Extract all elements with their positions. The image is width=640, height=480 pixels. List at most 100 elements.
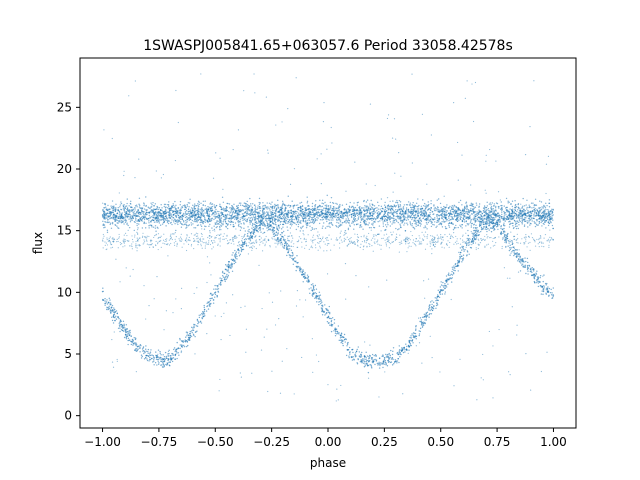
data-point xyxy=(380,230,382,232)
data-point xyxy=(425,212,427,214)
data-point xyxy=(148,207,150,209)
data-point xyxy=(501,213,503,216)
data-point xyxy=(434,243,437,245)
data-point xyxy=(143,236,146,238)
data-point xyxy=(512,227,515,230)
data-point xyxy=(356,219,358,222)
data-point xyxy=(345,238,347,240)
data-point xyxy=(437,238,439,240)
data-point xyxy=(430,222,433,224)
data-point xyxy=(226,234,228,236)
data-point xyxy=(180,207,182,209)
data-point xyxy=(502,218,505,220)
data-point xyxy=(298,212,300,214)
data-point xyxy=(333,210,335,212)
data-point xyxy=(391,213,393,215)
data-point xyxy=(113,213,115,215)
data-point xyxy=(150,244,152,246)
data-point xyxy=(246,209,248,212)
data-point xyxy=(403,204,406,206)
data-point xyxy=(318,215,321,217)
data-point xyxy=(457,207,460,209)
data-point xyxy=(370,226,372,229)
data-point xyxy=(287,235,289,238)
data-point xyxy=(258,211,260,214)
data-point xyxy=(444,226,447,228)
data-point xyxy=(173,233,175,235)
data-point xyxy=(157,214,159,217)
data-point xyxy=(399,223,401,225)
data-point xyxy=(217,216,219,219)
data-point xyxy=(284,210,286,212)
data-point xyxy=(109,217,112,219)
data-point xyxy=(423,214,426,217)
data-point xyxy=(215,226,217,229)
data-point xyxy=(509,217,511,220)
data-point xyxy=(349,241,351,243)
data-point xyxy=(176,245,178,247)
data-point xyxy=(356,214,359,217)
data-point xyxy=(388,212,391,214)
data-point xyxy=(465,202,467,204)
data-point xyxy=(445,217,447,219)
data-point xyxy=(217,244,219,246)
data-point xyxy=(417,210,420,212)
data-point xyxy=(244,206,247,208)
data-point xyxy=(429,216,431,218)
data-point xyxy=(525,204,527,206)
data-point xyxy=(183,212,185,215)
data-point xyxy=(278,216,281,219)
data-point xyxy=(519,208,521,210)
data-point xyxy=(236,208,238,210)
data-point xyxy=(530,211,532,213)
data-point xyxy=(387,204,390,206)
data-point xyxy=(142,212,144,215)
data-point xyxy=(157,233,160,235)
data-point xyxy=(144,227,147,229)
data-point xyxy=(450,210,452,213)
data-point xyxy=(357,213,360,215)
data-point xyxy=(325,218,327,221)
data-point xyxy=(469,238,472,240)
data-point xyxy=(163,203,166,206)
data-point xyxy=(437,198,440,200)
data-point xyxy=(270,203,272,205)
data-point xyxy=(279,223,282,226)
data-point xyxy=(441,246,443,248)
data-point xyxy=(429,209,432,211)
data-point xyxy=(294,211,296,213)
data-point xyxy=(120,202,123,205)
data-point xyxy=(194,203,196,205)
data-point xyxy=(524,220,526,222)
data-point xyxy=(292,245,294,248)
data-point xyxy=(254,219,257,221)
data-point xyxy=(440,214,442,216)
data-point xyxy=(203,228,206,230)
data-point xyxy=(116,241,118,243)
data-point xyxy=(145,209,147,211)
data-point xyxy=(360,218,363,220)
data-point xyxy=(290,221,292,223)
data-point xyxy=(177,223,179,226)
data-point xyxy=(145,210,147,212)
data-point xyxy=(139,204,141,207)
data-point xyxy=(209,220,212,222)
data-point xyxy=(143,218,146,221)
data-point xyxy=(247,208,249,210)
data-point xyxy=(369,203,371,205)
data-point xyxy=(230,210,232,212)
data-point xyxy=(269,217,272,220)
data-point xyxy=(395,215,397,218)
data-point xyxy=(396,215,399,217)
data-point xyxy=(257,222,259,224)
data-point xyxy=(323,212,325,215)
data-point xyxy=(178,209,180,212)
data-point xyxy=(421,231,423,233)
data-point xyxy=(291,240,293,242)
data-point xyxy=(399,203,401,206)
data-point xyxy=(131,235,133,237)
data-point xyxy=(132,241,134,243)
data-point xyxy=(343,208,346,210)
data-point xyxy=(391,217,393,219)
data-point xyxy=(365,221,367,223)
